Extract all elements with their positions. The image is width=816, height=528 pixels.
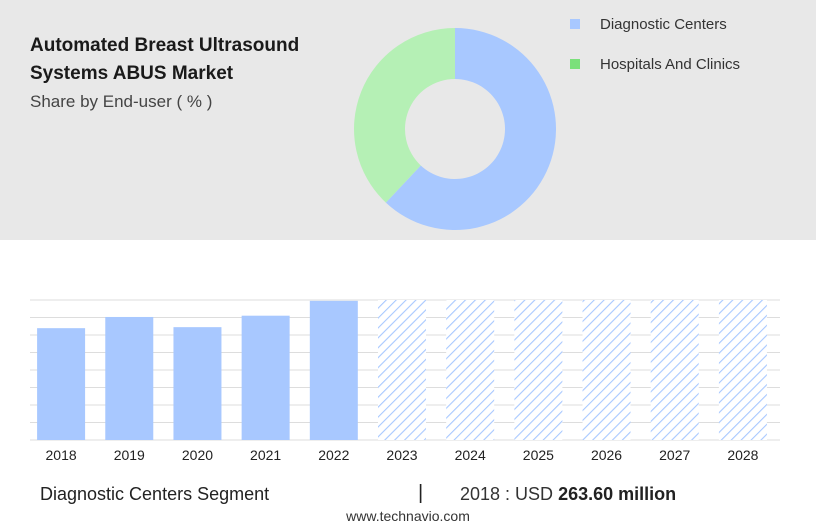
bar-2021[interactable] [241,315,290,440]
legend-item-diagnostic-centers[interactable]: Diagnostic Centers [570,14,740,34]
bar-2018[interactable] [37,328,86,440]
forecast-bar-2028[interactable] [718,300,767,440]
x-tick-label: 2019 [114,447,145,463]
legend-swatch-diagnostic-centers [570,19,580,29]
bar-chart: 2018 2019 2020 2021 2022 2023 2024 2025 2026 2027… [30,299,780,463]
legend-swatch-hospitals-and-clinics [570,59,580,69]
x-tick-label: 2027 [659,447,690,463]
x-tick-label: 2023 [386,447,417,463]
legend: Diagnostic Centers Hospitals And Clinics [570,14,740,94]
stat-prefix: 2018 : USD [460,484,554,504]
forecast-bar-2024[interactable] [446,300,495,440]
legend-label: Diagnostic Centers [600,15,727,33]
donut-slice-hospitals-and-clinics[interactable] [354,28,455,203]
x-tick-label: 2025 [523,447,554,463]
legend-label: Hospitals And Clinics [600,55,741,73]
bar-2022[interactable] [309,300,358,440]
legend-item-hospitals-and-clinics[interactable]: Hospitals And Clinics [570,54,740,74]
x-tick-label: 2021 [250,447,281,463]
x-tick-label: 2026 [591,447,622,463]
forecast-bar-2026[interactable] [582,300,631,440]
chart-title: Automated Breast Ultrasound Systems ABUS… [30,35,300,84]
stat-value: 263.60 million [558,484,677,504]
chart-subtitle: Share by End-user ( % ) [30,92,213,111]
x-tick-label: 2024 [455,447,486,463]
footer-divider: | [418,482,424,504]
donut-slice-diagnostic-centers[interactable] [385,28,556,230]
forecast-bar-2025[interactable] [514,300,563,440]
x-tick-label: 2020 [182,447,213,463]
source-url: www.technavio.com [346,508,470,524]
bar-2019[interactable] [105,316,154,440]
segment-label: Diagnostic Centers Segment [40,484,270,504]
x-tick-label: 2028 [727,447,758,463]
x-tick-label: 2018 [46,447,77,463]
segment-stat: 2018 : USD 263.60 million [460,484,676,505]
donut-chart [354,28,556,230]
forecast-bar-2023[interactable] [378,300,426,440]
bar-2020[interactable] [173,327,222,440]
forecast-bar-2027[interactable] [650,300,699,440]
x-tick-label: 2022 [318,447,349,463]
